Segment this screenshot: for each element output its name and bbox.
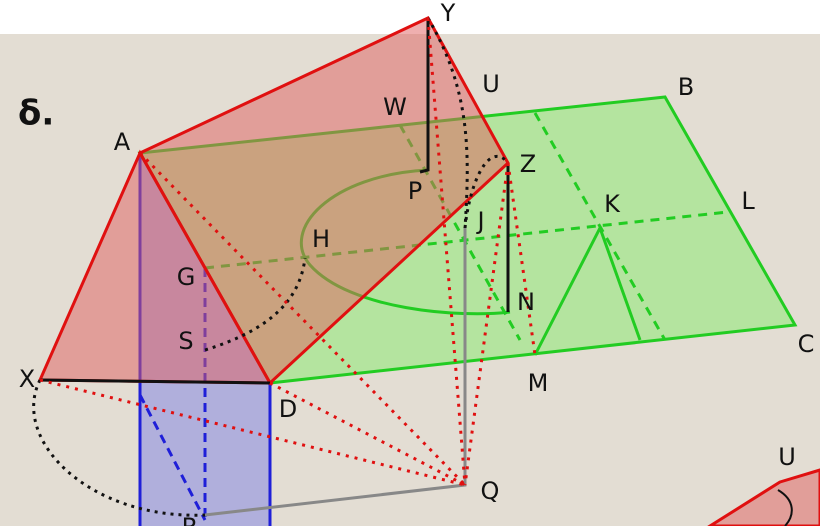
point-label: W	[383, 93, 407, 121]
point-label: U	[778, 443, 796, 471]
point-label: Y	[440, 0, 456, 27]
point-label: Q	[481, 477, 500, 505]
point-label: U	[482, 70, 500, 98]
point-label: H	[312, 225, 330, 253]
point-label: D	[279, 395, 297, 423]
point-label: G	[177, 263, 196, 291]
point-label: K	[604, 190, 621, 218]
point-label: X	[19, 365, 35, 393]
point-label: B	[678, 73, 694, 101]
point-label: R	[182, 513, 199, 526]
point-label: J	[475, 207, 484, 235]
point-label: L	[741, 187, 755, 215]
point-label: P	[408, 177, 422, 205]
diagram: δ. Y U B W A Z P K L J H G N S C X M D Q R U	[0, 0, 820, 526]
title: δ.	[18, 94, 54, 134]
point-label: N	[517, 288, 535, 316]
point-label: Z	[520, 150, 536, 178]
point-label: M	[528, 369, 549, 397]
point-label: S	[178, 327, 193, 355]
point-label: A	[114, 128, 131, 156]
point-label: C	[798, 330, 815, 358]
